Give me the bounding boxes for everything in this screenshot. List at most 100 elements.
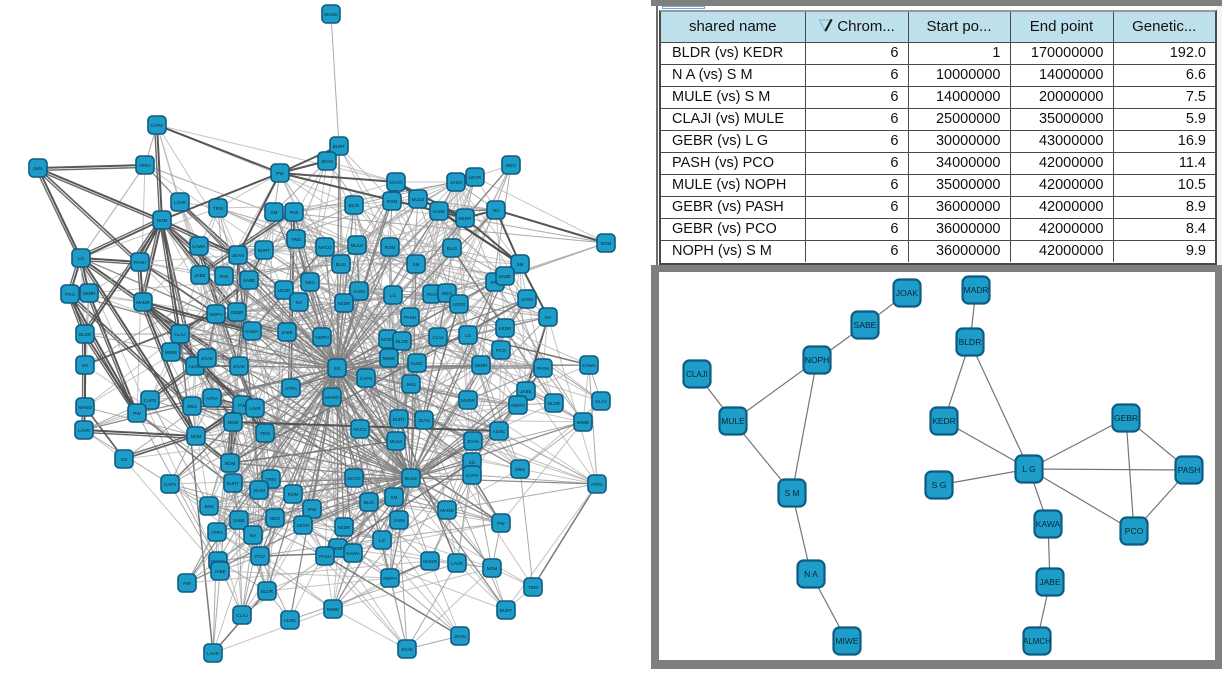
- svg-text:BLDR: BLDR: [396, 339, 409, 344]
- svg-text:JABE: JABE: [194, 273, 206, 278]
- svg-text:NOPH: NOPH: [383, 576, 396, 581]
- svg-text:JASN: JASN: [450, 180, 462, 185]
- svg-text:SABE: SABE: [433, 209, 445, 214]
- svg-text:MADR: MADR: [423, 559, 437, 564]
- svg-text:BURT: BURT: [258, 248, 271, 253]
- svg-text:JWIL: JWIL: [406, 382, 417, 387]
- svg-text:JEAN: JEAN: [232, 253, 244, 258]
- svg-text:L G: L G: [1022, 464, 1035, 474]
- svg-text:NEO: NEO: [270, 516, 280, 521]
- svg-text:MAND: MAND: [440, 508, 454, 513]
- svg-text:NA: NA: [250, 533, 257, 538]
- svg-text:PCO: PCO: [496, 348, 506, 353]
- svg-text:NA: NA: [493, 208, 500, 213]
- svg-text:S M: S M: [784, 488, 799, 498]
- svg-text:MAND: MAND: [78, 405, 92, 410]
- svg-text:BLIG: BLIG: [349, 203, 360, 208]
- svg-text:TRIS: TRIS: [291, 237, 301, 242]
- svg-text:LG: LG: [390, 293, 397, 298]
- svg-text:SG: SG: [121, 457, 128, 462]
- svg-text:NOM: NOM: [191, 434, 202, 439]
- svg-text:NEO: NEO: [305, 280, 315, 285]
- svg-text:PCO: PCO: [65, 292, 75, 297]
- svg-text:JEAN: JEAN: [454, 634, 466, 639]
- svg-text:PW: PW: [183, 581, 191, 586]
- svg-text:ALMC: ALMC: [284, 618, 297, 623]
- svg-text:S G: S G: [932, 480, 947, 490]
- svg-text:PW: PW: [276, 171, 284, 176]
- svg-text:CLAJ: CLAJ: [236, 613, 247, 618]
- svg-text:KAWA: KAWA: [582, 363, 596, 368]
- svg-text:GEBR: GEBR: [1114, 413, 1138, 423]
- svg-text:ATRA: ATRA: [139, 163, 152, 168]
- svg-text:BURT: BURT: [333, 144, 346, 149]
- svg-text:MADR: MADR: [381, 337, 395, 342]
- svg-text:MULE: MULE: [390, 439, 403, 444]
- svg-text:SM: SM: [271, 210, 278, 215]
- svg-text:MULE: MULE: [721, 416, 745, 426]
- svg-text:KAWA: KAWA: [346, 551, 360, 556]
- svg-text:NACO: NACO: [389, 180, 403, 185]
- svg-text:ROM: ROM: [288, 492, 299, 497]
- svg-text:PCO: PCO: [1125, 526, 1144, 536]
- svg-text:ALMC: ALMC: [189, 364, 202, 369]
- svg-text:JABE: JABE: [214, 569, 226, 574]
- svg-text:NOPH: NOPH: [315, 335, 328, 340]
- svg-text:NEO: NEO: [506, 163, 516, 168]
- svg-text:JABE: JABE: [1039, 577, 1061, 587]
- svg-text:CLAJ: CLAJ: [432, 335, 443, 340]
- svg-text:BLDR: BLDR: [79, 332, 92, 337]
- svg-text:MIWE: MIWE: [577, 420, 590, 425]
- svg-text:PASH: PASH: [134, 260, 146, 265]
- svg-text:TRIS: TRIS: [260, 431, 270, 436]
- svg-text:ROM: ROM: [387, 199, 398, 204]
- svg-text:SABE: SABE: [499, 274, 511, 279]
- svg-text:ROM: ROM: [601, 241, 612, 246]
- svg-text:SABE: SABE: [854, 320, 877, 330]
- svg-text:LAVR: LAVR: [451, 561, 463, 566]
- svg-text:LEGR: LEGR: [453, 302, 466, 307]
- svg-text:JWIL: JWIL: [515, 467, 526, 472]
- svg-text:LEGR: LEGR: [469, 175, 482, 180]
- svg-text:PASH: PASH: [1178, 465, 1201, 475]
- svg-text:SM: SM: [517, 262, 524, 267]
- svg-text:MAND: MAND: [325, 395, 339, 400]
- svg-text:BLIG: BLIG: [364, 500, 375, 505]
- svg-text:JOAK: JOAK: [896, 288, 919, 298]
- svg-text:ATRA: ATRA: [591, 482, 604, 487]
- svg-text:PAE: PAE: [491, 280, 500, 285]
- svg-text:MIWE: MIWE: [383, 356, 396, 361]
- svg-text:ALMC: ALMC: [411, 361, 424, 366]
- svg-text:JOAK: JOAK: [467, 439, 480, 444]
- svg-text:JWIL: JWIL: [33, 166, 44, 171]
- svg-text:LG: LG: [379, 538, 386, 543]
- svg-text:PW: PW: [238, 403, 246, 408]
- svg-text:NA: NA: [296, 300, 303, 305]
- svg-text:BLIG: BLIG: [447, 246, 458, 251]
- svg-text:CAPS: CAPS: [164, 482, 177, 487]
- svg-text:NACO: NACO: [353, 427, 367, 432]
- svg-text:NACO: NACO: [318, 245, 332, 250]
- svg-text:MIWE: MIWE: [835, 636, 858, 646]
- svg-text:PAE: PAE: [220, 274, 229, 279]
- svg-text:LAVR: LAVR: [207, 651, 219, 656]
- svg-text:ATRA: ATRA: [285, 386, 298, 391]
- svg-text:BURT: BURT: [227, 481, 240, 486]
- svg-text:LAVR: LAVR: [78, 428, 90, 433]
- svg-text:CLAJI: CLAJI: [686, 370, 708, 379]
- svg-text:ROM: ROM: [385, 245, 396, 250]
- svg-text:JEAN: JEAN: [253, 488, 265, 493]
- svg-text:NOM: NOM: [225, 461, 236, 466]
- svg-text:LG: LG: [78, 256, 85, 261]
- svg-text:BLDR: BLDR: [548, 401, 561, 406]
- svg-text:BLDR: BLDR: [261, 589, 274, 594]
- svg-text:PASH: PASH: [319, 554, 331, 559]
- svg-text:NOPH: NOPH: [805, 355, 830, 365]
- svg-text:CLAJ: CLAJ: [595, 399, 606, 404]
- svg-text:NEO: NEO: [442, 291, 452, 296]
- svg-text:CAPS: CAPS: [466, 473, 479, 478]
- svg-text:NOM: NOM: [228, 420, 239, 425]
- svg-text:NOM: NOM: [157, 218, 168, 223]
- svg-text:ALMC: ALMC: [493, 429, 506, 434]
- svg-text:LAVR: LAVR: [174, 200, 186, 205]
